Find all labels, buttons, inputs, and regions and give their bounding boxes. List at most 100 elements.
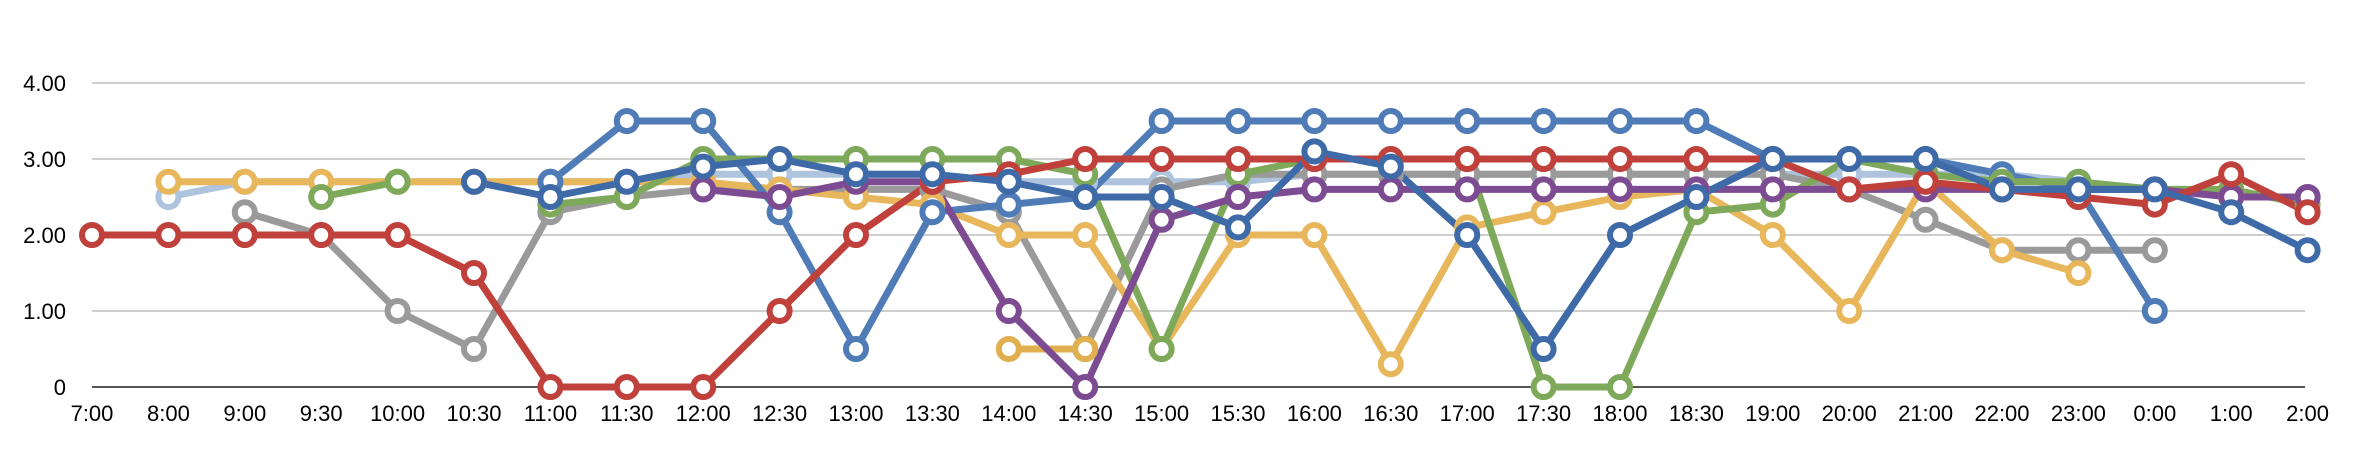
data-point [384,168,411,195]
data-point [537,184,564,210]
data-point [461,260,487,286]
data-point [1683,184,1710,210]
y-tick-label: 0 [54,375,66,400]
data-point [1377,176,1404,203]
x-tick-label: 12:30 [752,401,807,426]
data-point [995,168,1022,195]
data-point [1301,138,1328,165]
data-point [690,108,717,134]
data-point [766,298,793,324]
x-tick-label: 16:00 [1287,401,1342,426]
data-point [1225,184,1251,210]
x-tick-label: 1:00 [2210,401,2253,426]
data-point [461,168,487,195]
data-point [1683,146,1710,172]
data-point [1072,374,1099,400]
x-tick-label: 9:30 [300,401,343,426]
data-point [1454,108,1481,134]
x-tick-label: 20:00 [1822,401,1877,426]
x-tick-label: 17:00 [1440,401,1495,426]
data-point [690,153,717,180]
data-point [537,374,564,400]
x-tick-label: 18:00 [1592,401,1647,426]
x-tick-label: 2:00 [2286,401,2329,426]
data-point [919,199,946,226]
data-point [1607,108,1633,134]
x-tick-label: 13:30 [905,401,960,426]
data-point [919,161,946,188]
data-point [1454,222,1481,248]
data-point [1759,146,1786,172]
data-point [766,146,793,172]
data-point [2065,176,2092,203]
x-tick-label: 17:30 [1516,401,1571,426]
data-point [1836,298,1863,324]
y-tick-label: 2.00 [23,223,66,248]
data-point [766,184,793,210]
data-point [995,191,1022,218]
data-point [1377,108,1404,134]
x-tick-label: 16:30 [1363,401,1418,426]
data-point [2294,199,2321,226]
x-tick-label: 0:00 [2133,401,2176,426]
y-axis-ticks: 0 1.00 2.00 3.00 4.00 [23,71,66,400]
data-point [2065,237,2092,264]
x-tick-label: 23:00 [2051,401,2106,426]
x-tick-label: 11:30 [600,401,653,426]
data-point [1530,146,1557,172]
data-point [1377,153,1404,180]
data-point [1148,206,1175,233]
data-point [155,168,182,195]
data-point [1530,336,1557,362]
data-point [1072,336,1099,362]
data-point [1912,206,1939,233]
data-point [2294,237,2321,264]
series-points [79,108,2321,400]
data-point [1530,176,1557,203]
data-point [2141,298,2168,324]
y-tick-label: 3.00 [23,147,66,172]
data-point [1148,336,1175,362]
data-point [1072,222,1099,248]
data-point [1607,374,1633,400]
data-point [231,222,258,248]
data-point [1225,214,1251,241]
data-point [1530,374,1557,400]
data-point [1148,184,1175,210]
x-tick-label: 12:00 [676,401,731,426]
data-point [843,336,869,362]
data-point [613,374,640,400]
data-point [1836,176,1863,203]
data-point [1225,146,1251,172]
data-point [690,176,717,203]
x-tick-label: 10:30 [446,401,501,426]
series-lines [88,117,2312,391]
data-point [995,222,1022,248]
data-point [1148,108,1175,134]
data-point [1072,184,1099,210]
data-point [1836,146,1863,172]
data-point [384,298,411,324]
data-point [843,161,869,188]
x-axis-ticks: 7:00 8:00 9:00 9:30 10:00 10:30 11:00 11:30 12:0… [71,401,2329,426]
data-point [1759,222,1786,248]
data-point [843,222,869,248]
data-point [1989,237,2015,264]
data-point [308,222,335,248]
data-point [308,184,335,210]
data-point [1301,108,1328,134]
x-tick-label: 9:00 [223,401,266,426]
data-point [1530,199,1557,226]
data-point [995,336,1022,362]
data-point [1454,176,1481,203]
x-tick-label: 15:00 [1134,401,1189,426]
data-point [1072,146,1099,172]
x-tick-label: 14:30 [1058,401,1113,426]
y-tick-label: 1.00 [23,299,66,324]
data-point [1607,222,1633,248]
x-tick-label: 8:00 [147,401,190,426]
data-point [1912,168,1939,195]
data-point [1912,146,1939,172]
